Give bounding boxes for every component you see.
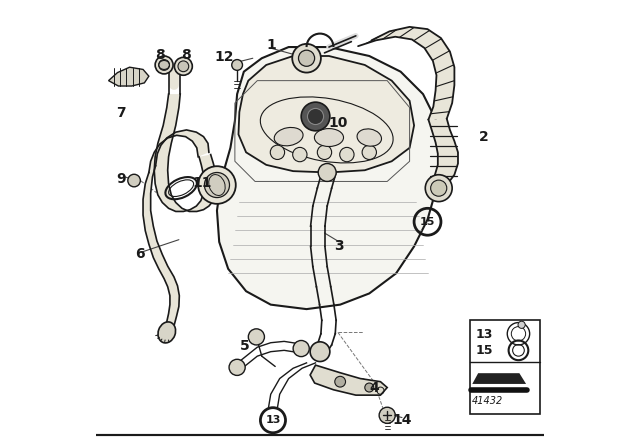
Circle shape <box>379 407 396 423</box>
Circle shape <box>178 61 189 72</box>
Text: 4: 4 <box>370 380 380 395</box>
Text: 6: 6 <box>134 247 144 262</box>
Polygon shape <box>149 130 209 172</box>
Polygon shape <box>109 67 149 86</box>
Circle shape <box>292 44 321 73</box>
Text: 12: 12 <box>215 50 234 65</box>
Circle shape <box>318 164 336 181</box>
Polygon shape <box>428 119 458 184</box>
Polygon shape <box>239 56 414 172</box>
Circle shape <box>335 376 346 387</box>
FancyBboxPatch shape <box>470 320 540 414</box>
Circle shape <box>340 147 354 162</box>
Text: 9: 9 <box>116 172 126 186</box>
Text: 7: 7 <box>116 106 125 120</box>
Circle shape <box>270 145 285 159</box>
Polygon shape <box>310 365 387 395</box>
Circle shape <box>248 329 264 345</box>
Circle shape <box>362 145 376 159</box>
Ellipse shape <box>274 128 303 146</box>
Circle shape <box>431 180 447 196</box>
Circle shape <box>365 383 374 392</box>
Circle shape <box>128 174 140 187</box>
Text: 14: 14 <box>392 413 412 427</box>
Circle shape <box>232 60 243 70</box>
Text: 8: 8 <box>180 47 191 62</box>
Circle shape <box>518 321 525 328</box>
Circle shape <box>301 102 330 131</box>
Polygon shape <box>472 373 526 384</box>
Circle shape <box>174 57 193 75</box>
Circle shape <box>198 166 236 204</box>
Circle shape <box>317 145 332 159</box>
Polygon shape <box>358 27 454 120</box>
Circle shape <box>293 340 309 357</box>
Circle shape <box>292 147 307 162</box>
Text: 13: 13 <box>265 415 281 425</box>
Ellipse shape <box>314 129 344 146</box>
Text: 13: 13 <box>476 328 493 341</box>
Polygon shape <box>217 47 441 309</box>
Polygon shape <box>143 166 179 332</box>
Circle shape <box>229 359 245 375</box>
Text: 1: 1 <box>267 38 276 52</box>
Text: 10: 10 <box>328 116 348 130</box>
Ellipse shape <box>158 322 175 343</box>
Circle shape <box>204 172 230 198</box>
Text: 5: 5 <box>240 339 250 353</box>
Text: 8: 8 <box>155 47 165 62</box>
Ellipse shape <box>357 129 381 146</box>
Circle shape <box>426 175 452 202</box>
Circle shape <box>310 342 330 362</box>
Circle shape <box>307 108 324 125</box>
Text: 41432: 41432 <box>472 396 504 406</box>
Circle shape <box>298 50 315 66</box>
Text: 3: 3 <box>335 238 344 253</box>
Circle shape <box>155 56 173 74</box>
Text: 2: 2 <box>479 129 488 144</box>
Text: 15: 15 <box>420 217 435 227</box>
Text: 15: 15 <box>476 344 493 358</box>
Circle shape <box>159 60 170 70</box>
Polygon shape <box>154 94 217 211</box>
Text: 11: 11 <box>193 176 212 190</box>
